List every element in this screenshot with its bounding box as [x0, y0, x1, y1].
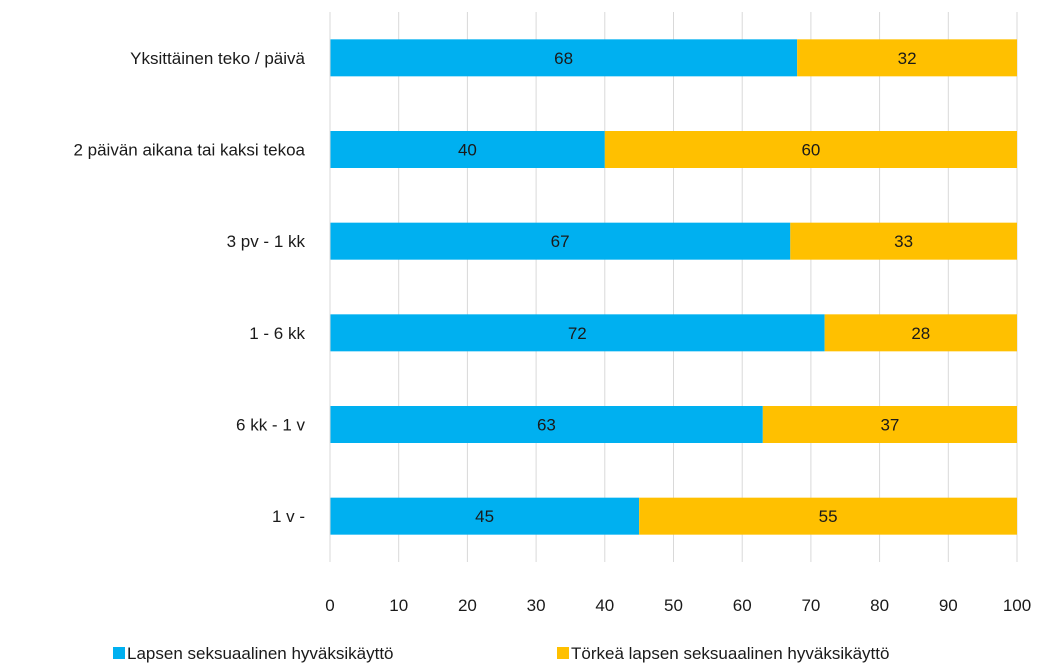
- legend: Lapsen seksuaalinen hyväksikäyttö Törkeä …: [113, 644, 889, 663]
- x-tick-label: 90: [939, 596, 958, 615]
- legend-swatch: [113, 647, 125, 659]
- bar-segment: [604, 131, 1017, 168]
- x-tick-label: 10: [389, 596, 408, 615]
- gridlines: [329, 12, 1018, 562]
- bar-value-label: 32: [898, 49, 917, 68]
- bar-value-label: 67: [551, 232, 570, 251]
- bar-series: 68 32 40 60 67 33 72 28 63 37 45 55: [330, 39, 1017, 535]
- bar-value-label: 55: [819, 507, 838, 526]
- bar-segment: [330, 314, 825, 352]
- category-label: 3 pv - 1 kk: [227, 232, 306, 251]
- bar-segment: [330, 406, 763, 443]
- bar-segment: [330, 131, 605, 168]
- legend-swatch: [557, 647, 569, 659]
- category-label: 1 v -: [272, 507, 305, 526]
- bar-segment: [330, 222, 791, 260]
- x-tick-label: 30: [527, 596, 546, 615]
- category-label: 2 päivän aikana tai kaksi tekoa: [73, 141, 305, 160]
- category-label: Yksittäinen teko / päivä: [130, 49, 305, 68]
- x-tick-label: 60: [733, 596, 752, 615]
- bar-value-label: 40: [458, 141, 477, 160]
- x-tick-label: 50: [664, 596, 683, 615]
- bar-value-label: 28: [911, 324, 930, 343]
- x-tick-label: 100: [1003, 596, 1031, 615]
- x-tick-label: 40: [595, 596, 614, 615]
- bar-value-label: 33: [894, 232, 913, 251]
- bar-value-label: 45: [475, 507, 494, 526]
- value-axis: 0 10 20 30 40 50 60 70 80 90 100: [325, 596, 1031, 615]
- category-label: 1 - 6 kk: [249, 324, 305, 343]
- bar-value-label: 72: [568, 324, 587, 343]
- bar-segment: [330, 497, 640, 535]
- bar-segment: [824, 314, 1017, 352]
- legend-label: Törkeä lapsen seksuaalinen hyväksikäyttö: [571, 644, 889, 663]
- bar-value-label: 60: [801, 141, 820, 160]
- x-tick-label: 20: [458, 596, 477, 615]
- legend-label: Lapsen seksuaalinen hyväksikäyttö: [127, 644, 394, 663]
- x-tick-label: 0: [325, 596, 334, 615]
- category-axis: Yksittäinen teko / päivä 2 päivän aikana …: [73, 12, 331, 562]
- bar-segment: [639, 497, 1017, 535]
- x-tick-label: 80: [870, 596, 889, 615]
- bar-segment: [790, 222, 1017, 260]
- bar-value-label: 37: [880, 416, 899, 435]
- bar-segment: [762, 406, 1017, 443]
- bar-segment: [330, 39, 798, 77]
- bar-value-label: 63: [537, 416, 556, 435]
- bar-value-label: 68: [554, 49, 573, 68]
- category-label: 6 kk - 1 v: [236, 416, 305, 435]
- x-tick-label: 70: [801, 596, 820, 615]
- bar-segment: [797, 39, 1017, 77]
